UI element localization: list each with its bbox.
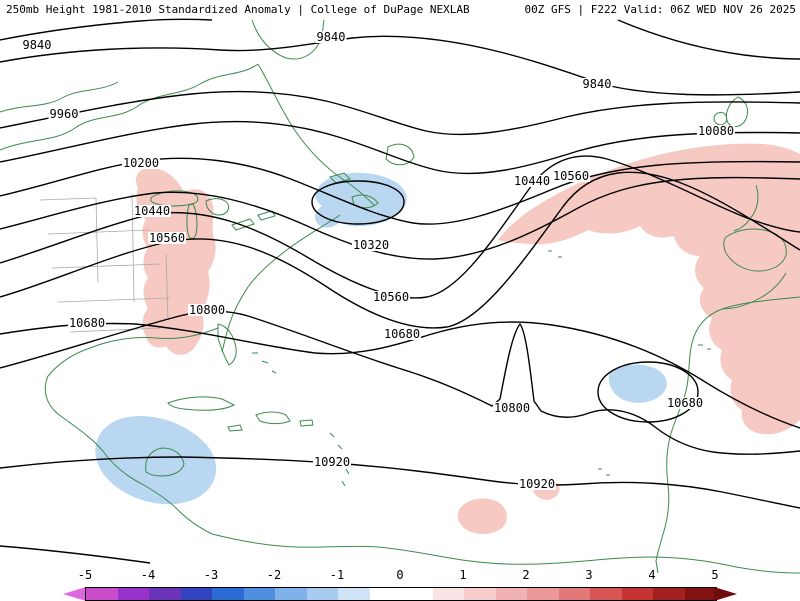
colorbar-tick-label: 0 <box>396 568 404 582</box>
geography-layer <box>0 19 800 574</box>
colorbar-segment <box>527 588 559 600</box>
height-contour-10080 <box>0 120 800 175</box>
coastline-path <box>211 533 800 574</box>
coastline-path <box>47 327 219 377</box>
colorbar-segment <box>590 588 622 600</box>
colorbar-segment <box>275 588 307 600</box>
colorbar-segment <box>212 588 244 600</box>
closed-low-maritimes <box>311 180 405 225</box>
coastline-path <box>299 419 314 427</box>
colorbar-left-arrow <box>63 587 86 601</box>
header-bar: 250mb Height 1981-2010 Standardized Anom… <box>6 3 796 16</box>
colorbar <box>85 587 717 601</box>
colorbar-segment <box>243 588 275 600</box>
colorbar-tick-label: 4 <box>648 568 656 582</box>
height-contour-9840 <box>0 35 800 96</box>
lake-superior <box>150 190 199 207</box>
coastline-path <box>725 96 749 127</box>
positive-anomaly-south-america-1 <box>457 498 507 534</box>
colorbar-tick-label: 5 <box>711 568 719 582</box>
colorbar-tick-label: 2 <box>522 568 530 582</box>
colorbar-tick-label: -2 <box>266 568 282 582</box>
colorbar-segment <box>180 588 212 600</box>
lake-huron <box>205 198 229 216</box>
coastline-path <box>0 63 259 151</box>
colorbar-tick-label: -3 <box>203 568 219 582</box>
colorbar-tick-label: -5 <box>77 568 93 582</box>
lake-ontario <box>257 210 276 221</box>
colorbar-segment <box>149 588 181 600</box>
coastline-path <box>251 19 325 60</box>
colorbar-segment <box>86 588 118 600</box>
coastline-path <box>723 228 787 272</box>
colorbar-segment <box>369 588 401 600</box>
colorbar-right-arrow <box>714 587 737 601</box>
colorbar-ticks: -5 -4 -3 -2 -1 0 1 2 3 4 5 <box>0 568 800 582</box>
height-contour-10920 <box>0 456 800 509</box>
negative-anomaly-west-africa <box>608 364 667 403</box>
colorbar-segment <box>338 588 370 600</box>
colorbar-segment <box>653 588 685 600</box>
colorbar-segment <box>495 588 527 600</box>
colorbar-tick-label: -1 <box>329 568 345 582</box>
colorbar-segment <box>432 588 464 600</box>
coastline-path <box>252 250 711 476</box>
coastline-path <box>655 296 800 574</box>
coastline-path <box>329 432 350 487</box>
colorbar-segment <box>117 588 149 600</box>
height-contour-10680 <box>0 321 800 429</box>
positive-anomaly-south-america-2 <box>532 479 560 500</box>
colorbar-segment <box>401 588 433 600</box>
coastline-path <box>721 272 787 310</box>
colorbar-segment <box>621 588 653 600</box>
coastline-path <box>227 424 243 432</box>
negative-anomaly-maritimes <box>315 172 407 228</box>
colorbar-segment <box>464 588 496 600</box>
coastline-path <box>713 112 727 126</box>
coastline-path <box>385 143 415 166</box>
coastline-path <box>255 411 291 425</box>
contours-layer <box>0 18 800 564</box>
coastline-path <box>257 63 375 206</box>
coastline-path <box>145 447 185 477</box>
colorbar-segments <box>86 588 716 600</box>
height-contour-9960 <box>0 90 800 136</box>
colorbar-segment <box>306 588 338 600</box>
colorbar-tick-label: 3 <box>585 568 593 582</box>
positive-anomaly-midwest <box>135 167 216 355</box>
colorbar-segment <box>684 588 716 600</box>
colorbar-tick-label: -4 <box>140 568 156 582</box>
coastline-path <box>44 375 213 535</box>
lake-erie <box>231 218 255 231</box>
height-contour-10320 <box>0 176 800 260</box>
anomaly-shading-layer <box>95 143 800 534</box>
colorbar-tick-label: 1 <box>459 568 467 582</box>
negative-anomaly-central-america <box>95 416 217 505</box>
height-contour <box>0 545 151 564</box>
coastline-path <box>221 214 341 353</box>
state-border <box>39 193 171 333</box>
height-contour <box>0 18 213 41</box>
coastline-path <box>0 81 119 113</box>
product-title: 250mb Height 1981-2010 Standardized Anom… <box>6 3 470 16</box>
colorbar-segment <box>558 588 590 600</box>
coastline-path <box>329 172 351 184</box>
coastline-path <box>217 323 237 366</box>
model-valid-info: 00Z GFS | F222 Valid: 06Z WED NOV 26 202… <box>524 3 796 16</box>
coastline-path <box>167 396 236 411</box>
closed-low-west-africa <box>597 361 699 423</box>
positive-anomaly-east-atlantic-europe <box>498 143 800 435</box>
height-contour <box>617 19 800 60</box>
